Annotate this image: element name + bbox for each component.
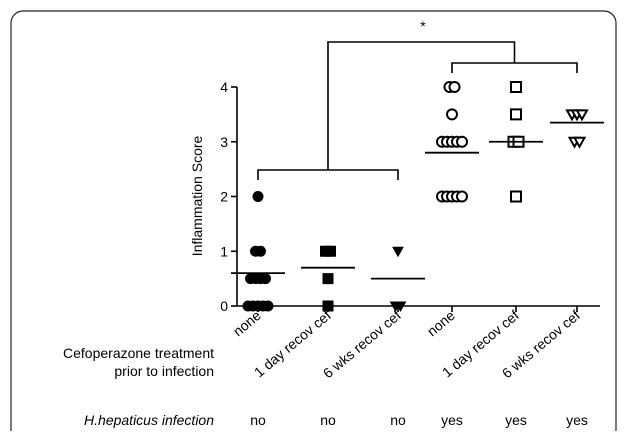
data-point-square [325,245,336,257]
bracket-uninfected [257,169,399,180]
data-point-square [322,300,334,312]
data-point-circle [446,108,458,121]
treatment-row-label-line1: Cefoperazone treatment [63,345,214,361]
y-tick-label: 0 [220,298,228,314]
treatment-row-label-line2: prior to infection [114,363,214,379]
data-point-triangle [575,109,589,122]
infection-row: no no no yes yes yes [250,412,588,428]
infection-value: yes [505,412,527,428]
infection-value: yes [566,412,588,428]
infection-value: no [390,412,406,428]
data-point-triangle [572,136,587,149]
significance-brackets [257,41,578,180]
y-tick-label: 4 [220,79,228,95]
significance-star: * [420,18,426,34]
data-point-triangle [394,301,407,313]
data-point-circle [456,135,468,148]
data-point-square [510,81,522,93]
data-point-square [510,108,522,121]
data-point-circle [255,245,266,257]
data-points [242,81,589,313]
y-tick-label: 2 [220,189,228,205]
figure-border [10,10,617,436]
axes: 0 1 2 3 4 [220,79,600,314]
data-point-circle [260,273,271,285]
infection-row-label: H.hepaticus infection [84,412,214,428]
infection-value: no [320,412,336,428]
infection-value: no [250,412,266,428]
group-label: none [230,307,264,339]
bracket-comparison [327,41,516,170]
data-point-square [322,273,334,285]
mean-lines [231,121,604,280]
y-tick-label: 1 [220,243,228,259]
infection-value: yes [441,412,463,428]
y-tick-label: 3 [220,134,228,150]
data-point-circle [456,190,468,203]
data-point-square [510,190,522,203]
data-point-circle [252,191,264,202]
y-axis-label: Inflammation Score [189,135,205,256]
data-point-circle [262,300,274,312]
data-point-circle [448,81,461,93]
data-point-triangle [392,246,404,258]
group-label: none [424,307,458,339]
bracket-infected [451,62,578,73]
